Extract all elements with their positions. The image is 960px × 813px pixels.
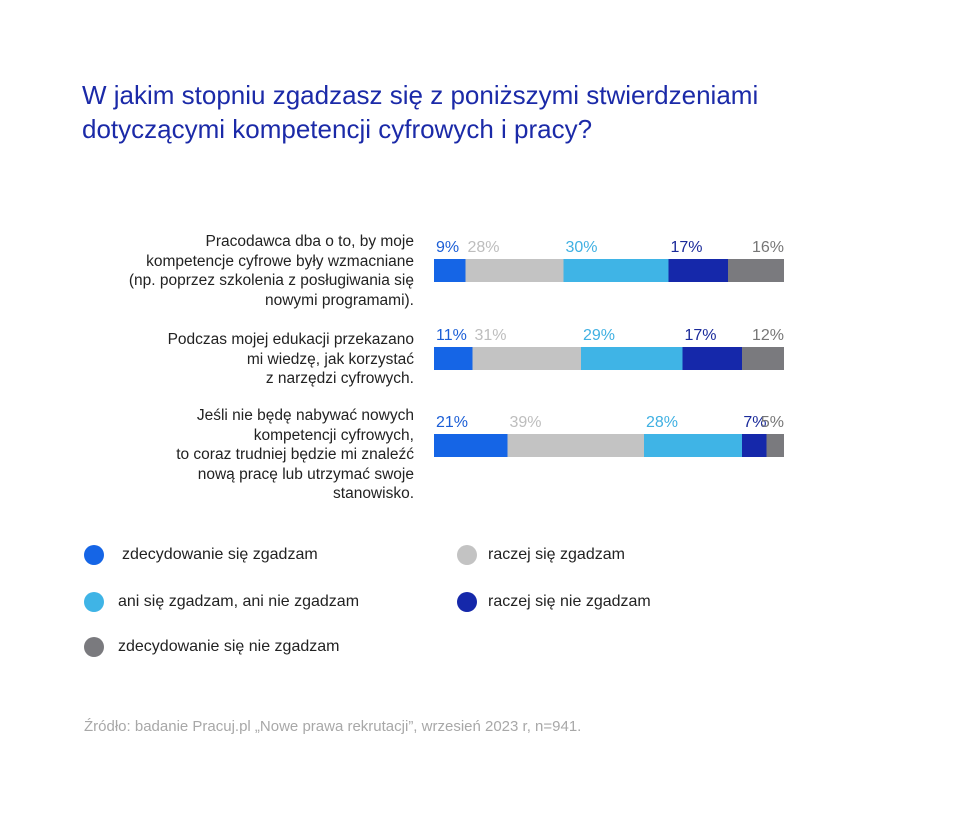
legend-label-neutral: ani się zgadzam, ani nie zgadzam <box>118 593 360 610</box>
bar-segment-q1-s1 <box>434 259 466 282</box>
value-label-q1-s2: 28% <box>468 239 500 256</box>
value-label-q2-s5: 12% <box>752 327 784 344</box>
legend-item-rather-disagree: raczej się nie zgadzam <box>457 590 651 614</box>
bar-segment-q3-s4 <box>742 434 767 457</box>
value-label-q1-s4: 17% <box>671 239 703 256</box>
legend-label-strongly-disagree: zdecydowanie się nie zgadzam <box>118 638 340 655</box>
legend-dot-rather-agree <box>457 545 477 565</box>
value-label-q3-s4: 7% <box>743 414 766 431</box>
value-label-q1-s5: 16% <box>752 239 784 256</box>
legend-label-rather-disagree: raczej się nie zgadzam <box>488 593 651 610</box>
question-label-1: Pracodawca dba o to, by moje kompetencje… <box>74 232 414 310</box>
bar-segment-q3-s5 <box>766 434 784 457</box>
value-label-q2-s4: 17% <box>685 327 717 344</box>
question-3-line-5: stanowisko. <box>333 485 414 502</box>
bar-segment-q1-s4 <box>668 259 728 282</box>
legend-dot-strongly-agree <box>84 545 104 565</box>
question-2-line-3: z narzędzi cyfrowych. <box>265 370 414 387</box>
question-3-line-1: Jeśli nie będę nabywać nowych <box>196 407 414 424</box>
bar-segment-q2-s1 <box>434 347 473 370</box>
value-label-q3-s3: 28% <box>646 414 678 431</box>
question-1-line-2: kompetencje cyfrowe były wzmacniane <box>146 252 414 270</box>
legend-item-rather-agree: raczej się zgadzam <box>457 543 625 567</box>
bar-segment-q3-s1 <box>434 434 508 457</box>
chart-title-line-1: W jakim stopniu zgadzasz się z poniższym… <box>82 80 759 110</box>
question-1-line-1: Pracodawca dba o to, by moje <box>205 233 414 250</box>
value-label-q2-s3: 29% <box>583 327 615 344</box>
question-2-line-1: Podczas mojej edukacji przekazano <box>167 331 414 348</box>
value-label-q1-s1: 9% <box>436 239 459 256</box>
legend-label-rather-agree: raczej się zgadzam <box>488 546 625 563</box>
chart-title-line-2: dotyczącymi kompetencji cyfrowych i prac… <box>82 114 593 144</box>
question-3-line-4: nową pracę lub utrzymać swoje <box>197 465 414 483</box>
question-1-line-3: (np. poprzez szkolenia z posługiwania si… <box>128 272 414 289</box>
question-3-line-3: to coraz trudniej będzie mi znaleźć <box>176 446 414 463</box>
legend-label-strongly-agree: zdecydowanie się zgadzam <box>122 546 318 563</box>
legend-item-strongly-agree: zdecydowanie się zgadzam <box>84 543 318 567</box>
question-2-line-2: mi wiedzę, jak korzystać <box>246 350 414 368</box>
bar-segment-q3-s2 <box>507 434 644 457</box>
bar-segment-q1-s5 <box>728 259 784 282</box>
question-label-2: Podczas mojej edukacji przekazano mi wie… <box>74 330 414 389</box>
value-label-q2-s1: 11% <box>436 327 467 344</box>
chart-title: W jakim stopniu zgadzasz się z poniższym… <box>82 78 902 146</box>
legend-dot-strongly-disagree <box>84 637 104 657</box>
bar-segment-q2-s5 <box>742 347 784 370</box>
bar-segment-q1-s2 <box>465 259 564 282</box>
value-label-q2-s2: 31% <box>475 327 507 344</box>
bar-segment-q1-s3 <box>563 259 669 282</box>
legend-dot-neutral <box>84 592 104 612</box>
source-note: Źródło: badanie Pracuj.pl „Nowe prawa re… <box>84 718 582 735</box>
question-1-line-4: nowymi programami). <box>264 291 414 309</box>
value-label-q3-s1: 21% <box>436 414 468 431</box>
bar-segment-q3-s3 <box>644 434 742 457</box>
legend-dot-rather-disagree <box>457 592 477 612</box>
legend-item-neutral: ani się zgadzam, ani nie zgadzam <box>84 590 359 614</box>
bar-segment-q2-s4 <box>682 347 742 370</box>
legend-item-strongly-disagree: zdecydowanie się nie zgadzam <box>84 635 339 659</box>
value-label-q3-s2: 39% <box>510 414 542 431</box>
question-3-line-2: kompetencji cyfrowych, <box>253 426 414 444</box>
bar-segment-q2-s2 <box>472 347 581 370</box>
question-label-3: Jeśli nie będę nabywać nowych kompetencj… <box>74 406 414 504</box>
stacked-bar-chart: 9% 28% 30% 17% 16% 11% 31% 29% 17% 12% 21% 39% 28% 7%… <box>434 239 784 457</box>
bar-segment-q2-s3 <box>581 347 683 370</box>
value-label-q1-s3: 30% <box>566 239 598 256</box>
value-label-q3-s5: 5% <box>761 414 784 431</box>
